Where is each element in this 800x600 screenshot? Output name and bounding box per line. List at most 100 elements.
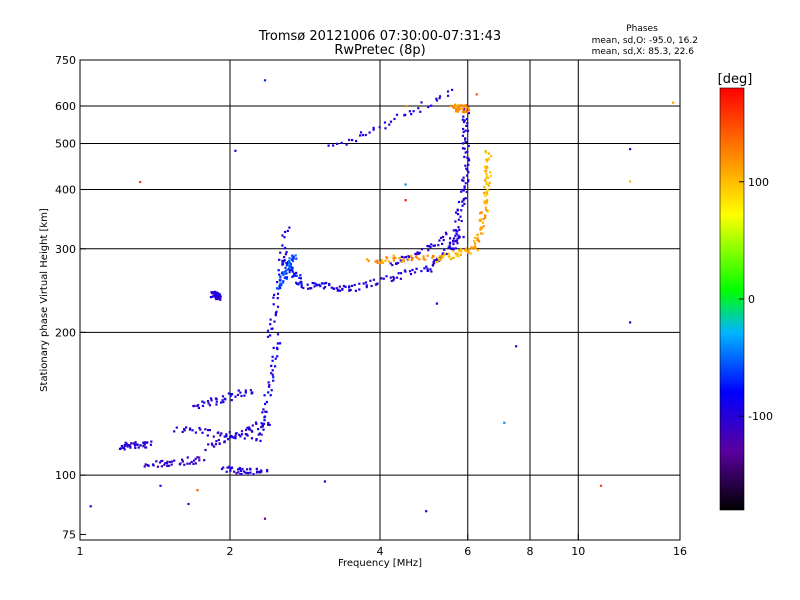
data-point xyxy=(341,287,344,290)
data-point xyxy=(429,246,432,249)
data-point xyxy=(359,131,363,134)
data-point xyxy=(467,163,470,166)
data-point xyxy=(219,434,222,437)
data-point xyxy=(429,268,432,271)
data-point xyxy=(442,239,445,242)
data-point xyxy=(463,185,466,188)
data-point xyxy=(123,448,126,451)
data-point xyxy=(370,284,373,288)
data-point xyxy=(268,384,271,387)
chart-subtitle: RwPretec (8p) xyxy=(334,43,425,58)
data-point xyxy=(453,106,456,109)
data-point xyxy=(455,104,458,107)
data-point xyxy=(281,263,284,266)
data-point xyxy=(449,246,452,249)
data-point xyxy=(272,346,275,349)
data-point xyxy=(416,253,419,256)
data-point xyxy=(122,446,125,449)
data-point xyxy=(483,166,487,169)
data-point xyxy=(155,460,158,463)
data-point xyxy=(460,104,463,107)
data-point xyxy=(207,402,210,405)
data-point xyxy=(150,440,153,443)
data-point xyxy=(240,394,243,398)
data-point xyxy=(210,399,213,402)
data-point xyxy=(249,471,252,474)
data-point xyxy=(355,140,358,143)
data-point xyxy=(156,465,159,468)
data-point xyxy=(321,282,324,285)
data-point xyxy=(485,160,488,163)
y-tick-label: 500 xyxy=(55,138,76,151)
data-point xyxy=(515,345,518,348)
data-point xyxy=(287,264,291,267)
data-point xyxy=(298,276,301,279)
data-point xyxy=(220,467,224,471)
data-point xyxy=(418,258,421,261)
data-point xyxy=(441,242,444,245)
data-point xyxy=(284,266,287,269)
x-tick-label: 6 xyxy=(464,545,471,558)
data-point xyxy=(269,318,272,321)
data-point xyxy=(476,236,479,240)
data-point xyxy=(246,426,249,429)
data-point xyxy=(263,517,267,520)
data-point xyxy=(432,244,435,247)
data-point xyxy=(435,302,438,305)
data-point xyxy=(395,262,398,265)
data-point xyxy=(403,269,406,272)
data-point xyxy=(454,229,457,232)
data-point xyxy=(439,258,442,261)
data-point xyxy=(181,430,184,433)
data-point xyxy=(484,150,487,153)
data-point xyxy=(214,291,217,294)
data-point xyxy=(467,249,470,252)
data-point xyxy=(467,106,470,109)
data-point xyxy=(476,238,479,242)
data-point xyxy=(279,342,282,345)
data-point xyxy=(438,97,441,100)
data-point xyxy=(285,272,288,275)
colorbar-tick-label: -100 xyxy=(748,410,773,423)
data-point xyxy=(197,404,200,407)
data-point xyxy=(438,255,442,258)
data-point xyxy=(168,464,171,467)
data-point xyxy=(470,247,474,250)
data-point xyxy=(324,286,327,289)
data-point xyxy=(222,466,225,469)
data-point xyxy=(425,510,428,513)
data-point xyxy=(139,444,142,447)
data-point xyxy=(415,267,418,270)
data-point xyxy=(422,257,425,260)
data-point xyxy=(382,277,385,280)
data-point xyxy=(369,279,372,282)
data-point xyxy=(196,489,199,492)
data-point xyxy=(452,243,455,246)
data-point xyxy=(244,391,247,394)
data-point xyxy=(412,110,415,113)
data-point xyxy=(291,267,294,270)
data-point xyxy=(475,93,478,96)
data-point xyxy=(285,264,288,267)
data-point xyxy=(420,248,423,251)
data-point xyxy=(437,244,440,247)
data-point xyxy=(281,244,284,247)
data-point xyxy=(279,278,282,281)
data-point xyxy=(223,440,226,443)
data-point xyxy=(417,107,420,110)
data-point xyxy=(457,106,460,109)
data-point xyxy=(474,247,477,250)
data-point xyxy=(295,271,298,274)
data-point xyxy=(372,126,375,129)
data-point xyxy=(285,276,289,279)
data-point xyxy=(204,448,207,452)
data-point xyxy=(273,293,276,296)
data-point xyxy=(168,460,171,464)
data-point xyxy=(474,242,477,245)
data-point xyxy=(296,282,299,285)
data-point xyxy=(300,285,303,289)
data-point xyxy=(458,235,461,238)
data-point xyxy=(323,480,326,483)
colorbar-tick-label: 100 xyxy=(748,176,769,189)
data-point xyxy=(270,364,273,367)
